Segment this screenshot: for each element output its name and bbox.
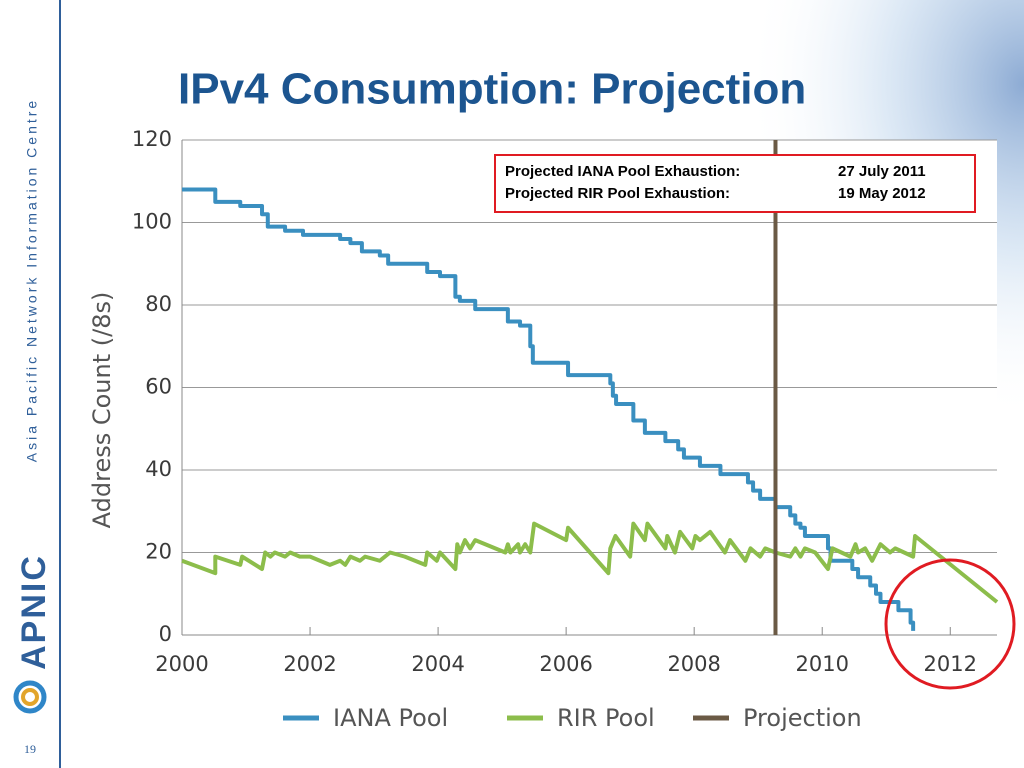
y-tick-label: 80 (145, 292, 172, 316)
x-tick-label: 2012 (924, 652, 977, 676)
x-tick-label: 2010 (795, 652, 848, 676)
annotation-label: Projected IANA Pool Exhaustion: (505, 163, 740, 180)
y-tick-label: 60 (145, 375, 172, 399)
legend-label: IANA Pool (333, 704, 448, 732)
slide-title: IPv4 Consumption: Projection (178, 65, 806, 114)
legend-label: Projection (743, 704, 862, 732)
y-tick-label: 0 (159, 622, 172, 646)
logo-icon (21, 688, 39, 706)
y-axis-label: Address Count (/8s) (88, 292, 116, 529)
sidebar-text: Asia Pacific Network Information Centre (24, 98, 40, 462)
x-tick-label: 2000 (155, 652, 208, 676)
highlight-circle (884, 558, 1016, 690)
x-tick-label: 2006 (539, 652, 592, 676)
chart: 0 20 40 60 80 100 120 2000 2002 2004 2006 2008 2010 2… (88, 127, 999, 732)
annotation-date: 19 May 2012 (838, 185, 926, 202)
y-tick-label: 100 (132, 210, 172, 234)
legend-label: RIR Pool (557, 704, 655, 732)
x-tick-label: 2002 (283, 652, 336, 676)
page-number: 19 (24, 742, 36, 756)
series-line (181, 521, 999, 604)
logo-text: APNIC (15, 554, 53, 670)
annotation-label: Projected RIR Pool Exhaustion: (505, 185, 730, 202)
x-tick-label: 2008 (667, 652, 720, 676)
y-tick-label: 40 (145, 457, 172, 481)
y-tick-label: 20 (145, 540, 172, 564)
annotation-date: 27 July 2011 (838, 163, 926, 180)
y-tick-label: 120 (132, 127, 172, 151)
x-tick-label: 2004 (411, 652, 464, 676)
annotation-box (494, 154, 976, 213)
logo-icon (13, 680, 47, 714)
